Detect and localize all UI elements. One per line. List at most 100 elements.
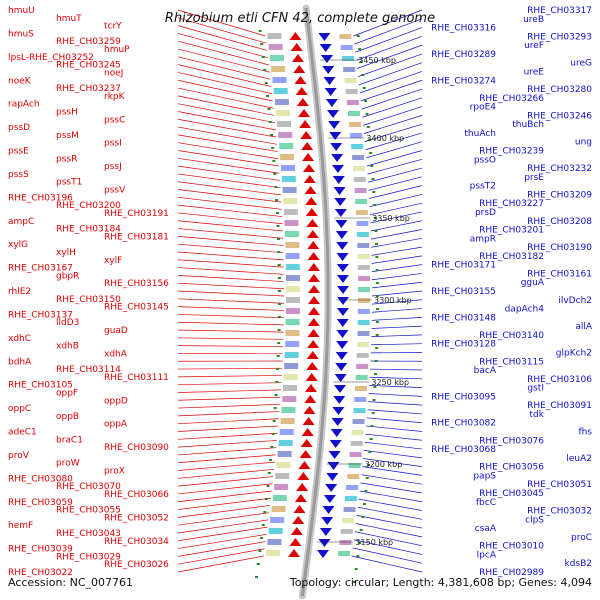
- feature-block: [285, 242, 300, 248]
- left-leader-line: [177, 64, 272, 87]
- right-gene-label: ampR: [470, 234, 496, 244]
- tick-mark: [356, 35, 360, 37]
- forward-feature-arrow: [306, 351, 319, 359]
- feature-block: [354, 397, 367, 402]
- tick-mark: [361, 516, 365, 518]
- right-gene-label: ureG: [570, 59, 592, 69]
- feature-block: [357, 243, 370, 248]
- feature-block: [356, 221, 369, 226]
- kbp-marker: 3250 kbp: [371, 378, 409, 387]
- left-gene-label: hmuP: [104, 45, 130, 55]
- forward-feature-arrow: [305, 197, 318, 205]
- forward-feature-arrow: [297, 472, 310, 480]
- tick-mark: [264, 498, 268, 500]
- feature-block: [266, 550, 280, 556]
- left-leader-line: [177, 111, 276, 131]
- kbp-marker: 3150 kbp: [355, 538, 393, 547]
- left-gene-label: RHE_CH03070: [56, 482, 121, 492]
- right-leader-line: [366, 417, 423, 424]
- feature-block: [357, 342, 370, 347]
- right-gene-label: fbcC: [476, 498, 496, 508]
- feature-block: [339, 34, 352, 39]
- tick-mark: [261, 524, 265, 526]
- reverse-feature-arrow: [320, 55, 333, 63]
- right-leader-line: [363, 115, 423, 134]
- left-gene-label: RHE_CH03090: [104, 443, 169, 453]
- left-gene-label: RHE_CH03111: [104, 373, 169, 383]
- left-gene-label: RHE_CH03245: [56, 61, 121, 71]
- left-gene-label: RHE_CH03137: [8, 310, 73, 320]
- reverse-feature-arrow: [337, 286, 350, 294]
- left-gene-label: xdhB: [56, 342, 79, 352]
- tick-mark: [365, 477, 369, 479]
- left-leader-line: [177, 306, 284, 311]
- feature-block: [276, 462, 291, 468]
- right-gene-label: RHE_CH02989: [479, 568, 544, 578]
- right-leader-line: [353, 539, 423, 555]
- left-leader-line: [177, 321, 284, 326]
- tick-mark: [375, 269, 379, 271]
- left-gene-label: braC1: [56, 435, 83, 445]
- forward-feature-arrow: [291, 54, 304, 62]
- left-leader-line: [177, 483, 273, 495]
- left-leader-line: [177, 468, 275, 479]
- reverse-feature-arrow: [327, 110, 340, 118]
- feature-block: [355, 386, 367, 391]
- feature-block: [279, 143, 294, 149]
- right-leader-line: [366, 141, 423, 159]
- forward-feature-arrow: [290, 527, 303, 535]
- feature-block: [352, 419, 365, 424]
- right-gene-label: RHE_CH03106: [527, 375, 592, 385]
- right-gene-label: fhs: [578, 428, 592, 438]
- right-leader-line: [371, 246, 423, 256]
- kbp-marker: 3400 kbp: [366, 134, 404, 143]
- feature-block: [353, 408, 366, 413]
- kbp-marker: 3450 kbp: [358, 56, 396, 65]
- reverse-feature-arrow: [319, 528, 332, 536]
- right-leader-line: [357, 44, 423, 69]
- right-gene-label: dapAch4: [505, 305, 545, 315]
- right-leader-line: [370, 220, 423, 232]
- feature-block: [275, 473, 290, 479]
- left-leader-line: [177, 87, 274, 109]
- tick-mark: [268, 121, 272, 123]
- left-leader-line: [177, 220, 283, 232]
- left-leader-line: [177, 367, 283, 370]
- forward-feature-arrow: [305, 384, 318, 392]
- right-leader-line: [368, 176, 423, 191]
- left-gene-label: lldD3: [56, 318, 79, 328]
- feature-block: [286, 297, 300, 303]
- right-leader-line: [370, 368, 423, 371]
- left-gene-label: pssE: [8, 147, 29, 157]
- left-leader-line: [177, 533, 267, 549]
- tick-mark: [364, 490, 368, 492]
- tick-mark: [267, 472, 271, 474]
- tick-mark: [375, 321, 379, 323]
- feature-block: [346, 100, 359, 105]
- reverse-feature-arrow: [335, 363, 348, 371]
- right-leader-line: [356, 36, 423, 61]
- right-leader-line: [354, 531, 423, 546]
- feature-block: [271, 506, 286, 512]
- feature-block: [282, 187, 297, 193]
- right-gene-label: allA: [575, 322, 593, 332]
- reverse-feature-arrow: [326, 473, 339, 481]
- tick-mark: [375, 347, 379, 349]
- feature-block: [285, 319, 300, 325]
- feature-block: [351, 430, 364, 435]
- reverse-feature-arrow: [318, 539, 331, 547]
- feature-arrows: [266, 32, 370, 558]
- forward-feature-arrow: [302, 417, 315, 425]
- left-gene-label: ampC: [8, 217, 34, 227]
- tick-mark: [275, 212, 279, 214]
- right-leader-line: [371, 325, 423, 329]
- feature-block: [349, 122, 362, 127]
- tick-mark: [374, 373, 378, 375]
- tick-mark: [256, 563, 260, 565]
- right-gene-label: pssT2: [470, 182, 496, 192]
- kbp-marker: 3350 kbp: [372, 214, 410, 223]
- tick-mark: [376, 308, 379, 310]
- left-gene-label: RHE_CH03200: [56, 201, 121, 211]
- forward-feature-arrow: [290, 43, 303, 51]
